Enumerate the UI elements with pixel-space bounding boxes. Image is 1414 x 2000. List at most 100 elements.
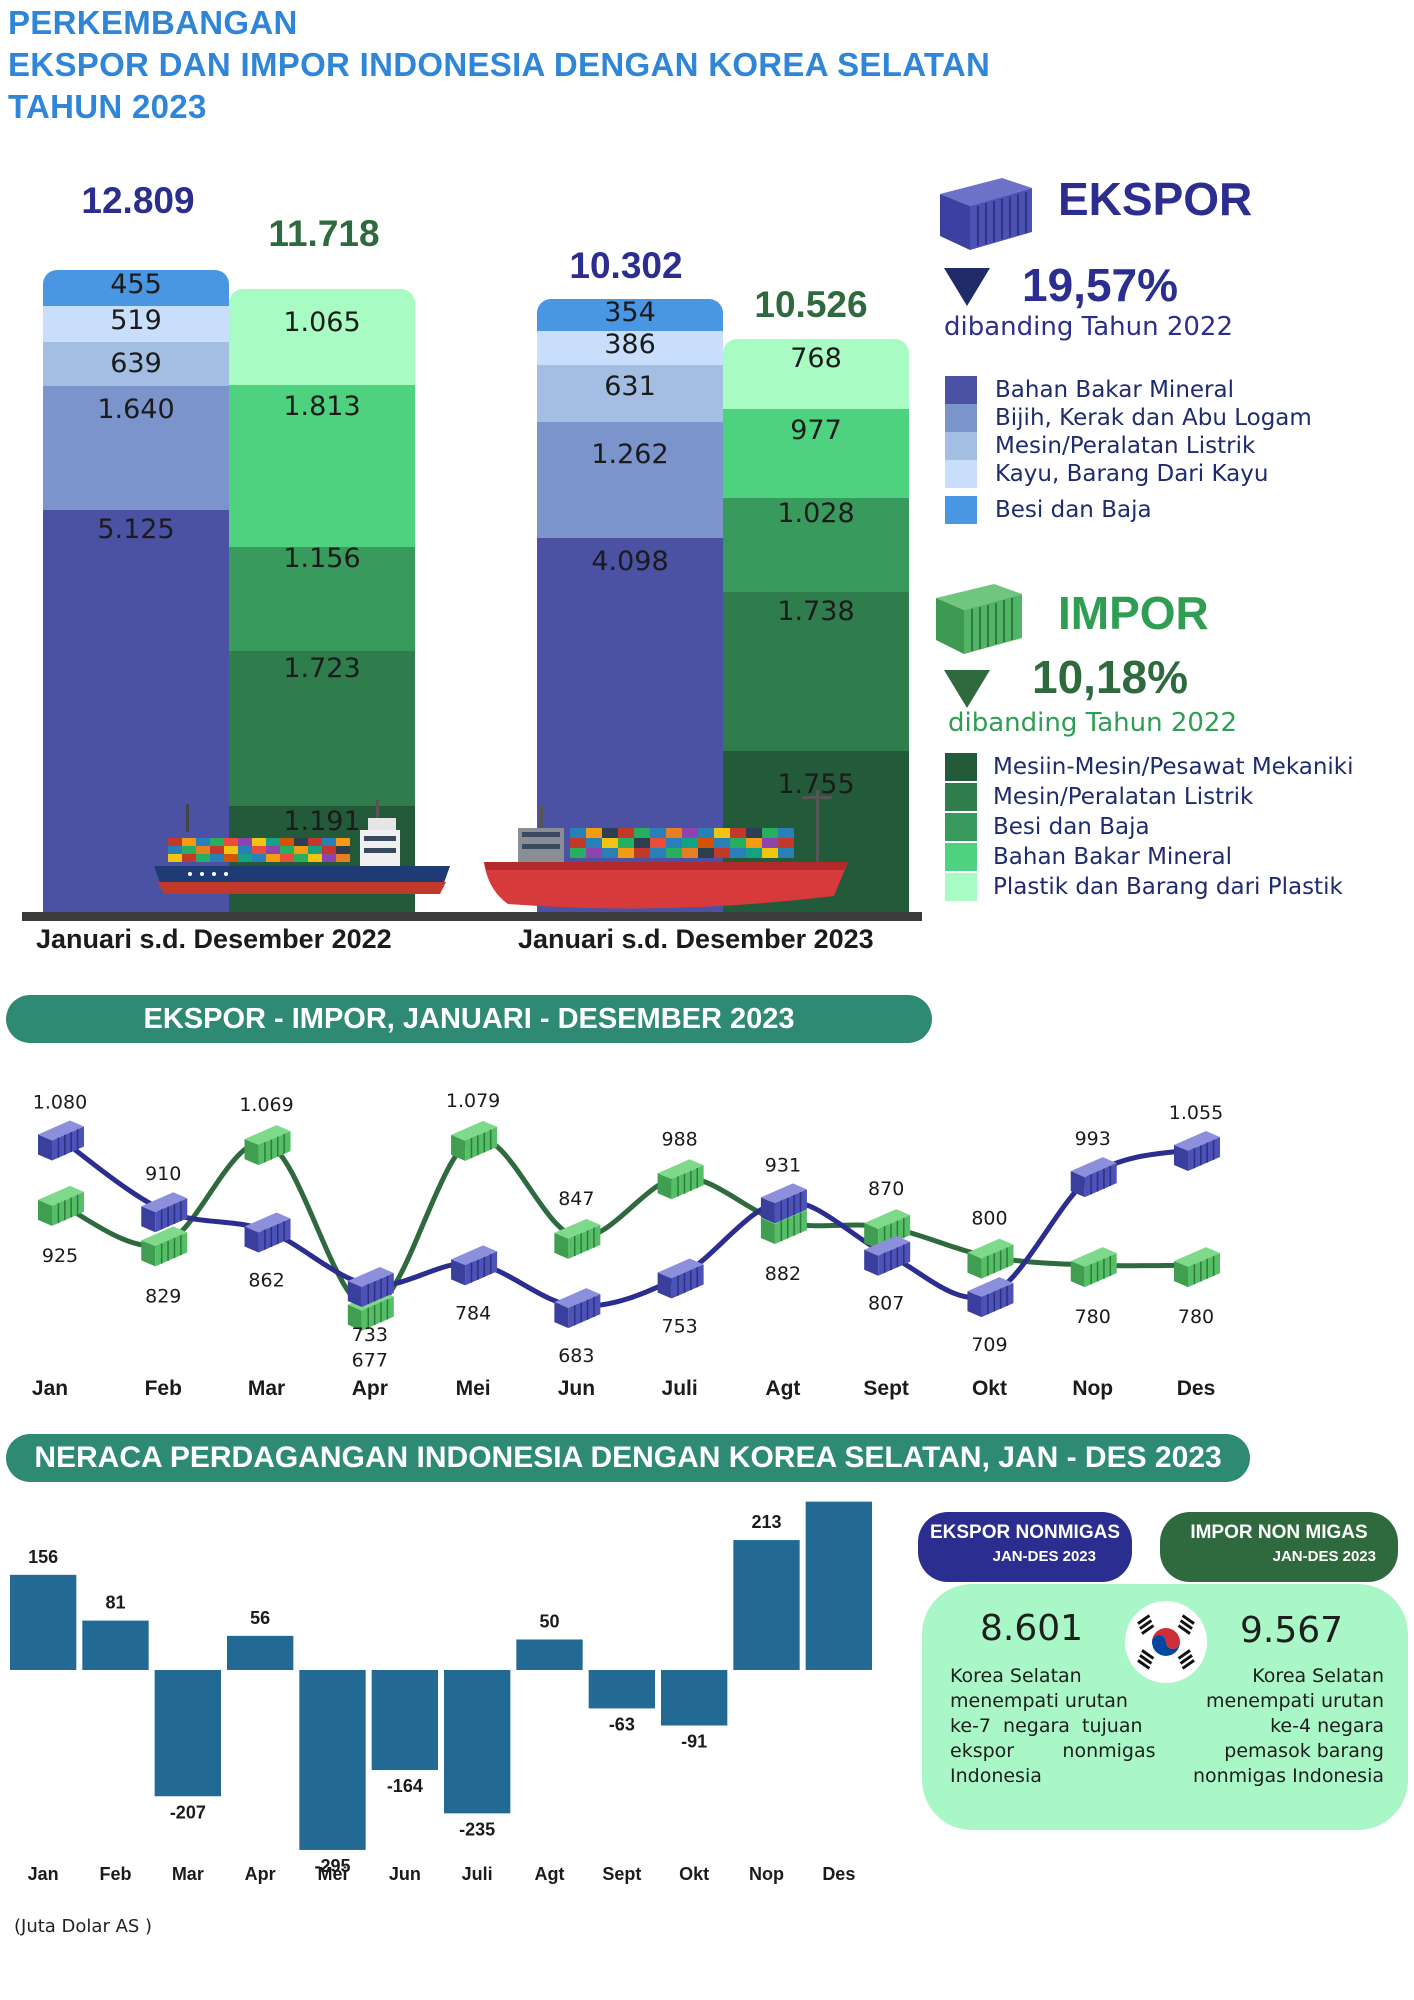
- period-label-2023: Januari s.d. Desember 2023: [518, 924, 874, 954]
- x-tick-label: Mei: [317, 1864, 347, 1884]
- ekspor-data-label: 862: [248, 1269, 284, 1291]
- text-line: menempati urutan: [1206, 1690, 1384, 1712]
- legend-swatch: [945, 460, 977, 488]
- neraca-bar-jun: [371, 1670, 438, 1771]
- south-korea-flag-icon: [1125, 1601, 1207, 1683]
- segment-mesin-listrik: 1.738: [723, 592, 909, 751]
- x-tick-label: Feb: [145, 1377, 182, 1400]
- neraca-data-label: -235: [459, 1819, 495, 1839]
- impor-data-label: 988: [662, 1128, 698, 1150]
- ekspor-legend: Bahan Bakar Mineral Bijih, Kerak dan Abu…: [945, 376, 1345, 536]
- x-tick-label: Jan: [28, 1864, 59, 1884]
- neraca-data-label: -207: [170, 1802, 206, 1822]
- neraca-bar-agt: [516, 1639, 583, 1670]
- text-line: Korea Selatan: [950, 1665, 1082, 1687]
- legend-swatch: [945, 376, 977, 404]
- pill-title: IMPOR NON MIGAS: [1190, 1522, 1368, 1543]
- impor-data-label: 780: [1075, 1306, 1111, 1328]
- down-arrow-icon: [944, 670, 990, 708]
- ekspor-point-jun: [554, 1288, 601, 1329]
- neraca-data-label: 81: [105, 1593, 125, 1613]
- impor-point-jun: [554, 1218, 601, 1259]
- neraca-data-label: 156: [28, 1547, 58, 1567]
- legend-swatch: [945, 873, 977, 901]
- text-line: nonmigas Indonesia: [1192, 1765, 1384, 1787]
- impor-change: 10,18%: [1032, 651, 1189, 703]
- segment-besi-baja: 455: [43, 269, 229, 306]
- neraca-data-label: -91: [681, 1732, 707, 1752]
- x-tick-label: Agt: [535, 1864, 565, 1884]
- pill-title: EKSPOR NONMIGAS: [929, 1522, 1121, 1543]
- x-tick-label: Nop: [1072, 1377, 1113, 1400]
- ekspor-data-label: 1.055: [1169, 1102, 1223, 1124]
- text-line: ke-4 negara: [1270, 1715, 1384, 1737]
- ekspor-compare-text: dibanding Tahun 2022: [944, 312, 1233, 342]
- neraca-bar-okt: [661, 1670, 728, 1726]
- x-tick-label: Des: [1177, 1377, 1216, 1400]
- impor-data-label: 800: [971, 1208, 1007, 1230]
- text-line: ke-7 negara tujuan: [950, 1715, 1143, 1737]
- segment-bijih: 1.640: [43, 386, 229, 510]
- unit-note: (Juta Dolar AS ): [14, 1916, 153, 1937]
- segment-mesin-listrik: 1.723: [229, 651, 415, 806]
- text-line: ekspor nonmigas: [950, 1740, 1156, 1762]
- ekspor-data-label: 683: [558, 1345, 594, 1367]
- ekspor-change: 19,57%: [1022, 259, 1179, 311]
- text-line: Korea Selatan: [1252, 1665, 1384, 1687]
- ekspor-point-juli: [657, 1258, 704, 1299]
- neraca-data-label: 50: [539, 1612, 559, 1632]
- impor-data-label: 847: [558, 1188, 594, 1210]
- impor-stack-2023: 768 977 1.028 1.738 1.755: [723, 339, 909, 914]
- impor-legend: Mesiin-Mesin/Pesawat Mekaniki Mesin/Pera…: [945, 753, 1365, 903]
- legend-swatch: [945, 753, 977, 781]
- line-chart-banner: EKSPOR - IMPOR, JANUARI - DESEMBER 2023: [6, 995, 932, 1043]
- legend-label: Mesin/Peralatan Listrik: [995, 433, 1256, 459]
- ekspor-stack-2022: 455 519 639 1.640 5.125: [43, 269, 229, 914]
- x-tick-label: Jan: [32, 1377, 68, 1400]
- segment-bahan-bakar: 1.813: [229, 385, 415, 547]
- x-tick-label: Okt: [972, 1377, 1007, 1400]
- legend-label: Mesin/Peralatan Listrik: [993, 784, 1254, 810]
- ekspor-point-agt: [760, 1183, 807, 1224]
- impor-nonmigas-value: 9.567: [1240, 1610, 1344, 1651]
- segment-bijih: 1.262: [537, 422, 723, 538]
- legend-swatch: [945, 813, 977, 841]
- pill-subtitle: JAN-DES 2023: [1272, 1548, 1376, 1565]
- x-tick-label: Des: [822, 1864, 855, 1884]
- segment-besi-baja: 1.028: [723, 498, 909, 592]
- ekspor-data-label: 784: [455, 1302, 491, 1324]
- impor-data-label: 1.079: [446, 1090, 500, 1112]
- x-tick-label: Mei: [456, 1377, 491, 1400]
- ekspor-point-sept: [864, 1235, 911, 1276]
- ekspor-data-label: 993: [1075, 1128, 1111, 1150]
- ekspor-data-label: 931: [765, 1154, 801, 1176]
- impor-point-feb: [141, 1226, 188, 1267]
- ekspor-heading: EKSPOR: [1058, 173, 1253, 225]
- impor-data-label: 829: [145, 1285, 181, 1307]
- impor-data-label: 780: [1178, 1306, 1214, 1328]
- x-tick-label: Mar: [172, 1864, 204, 1884]
- ground-line: [22, 912, 922, 921]
- segment-besi-baja: 354: [537, 297, 723, 331]
- impor-data-label: 925: [42, 1245, 78, 1267]
- ekspor-data-label: 807: [868, 1293, 904, 1315]
- ekspor-point-apr: [347, 1266, 394, 1307]
- neraca-bar-mar: [154, 1670, 221, 1797]
- x-tick-label: Feb: [99, 1864, 131, 1884]
- impor-point-mei: [451, 1120, 498, 1161]
- impor-point-nop: [1070, 1247, 1117, 1288]
- impor-heading: IMPOR: [1058, 587, 1209, 639]
- ekspor-impor-line-chart: 925 829 1.069 677 1.079 847 988 882 870 800 780 780…: [32, 1090, 1223, 1400]
- impor-point-jan: [38, 1185, 84, 1226]
- neraca-data-label: 276: [824, 1490, 854, 1494]
- neraca-bar-nop: [733, 1540, 800, 1670]
- legend-label: Besi dan Baja: [995, 497, 1152, 523]
- down-arrow-icon: [944, 268, 990, 306]
- impor-point-okt: [967, 1238, 1014, 1279]
- legend-label: Mesiin-Mesin/Pesawat Mekaniki: [993, 754, 1354, 780]
- impor-point-des: [1174, 1247, 1220, 1288]
- x-tick-label: Nop: [749, 1864, 784, 1884]
- ekspor-data-label: 709: [971, 1334, 1007, 1356]
- ekspor-nonmigas-value: 8.601: [980, 1608, 1084, 1649]
- title-line-2: EKSPOR DAN IMPOR INDONESIA DENGAN KOREA …: [8, 46, 991, 83]
